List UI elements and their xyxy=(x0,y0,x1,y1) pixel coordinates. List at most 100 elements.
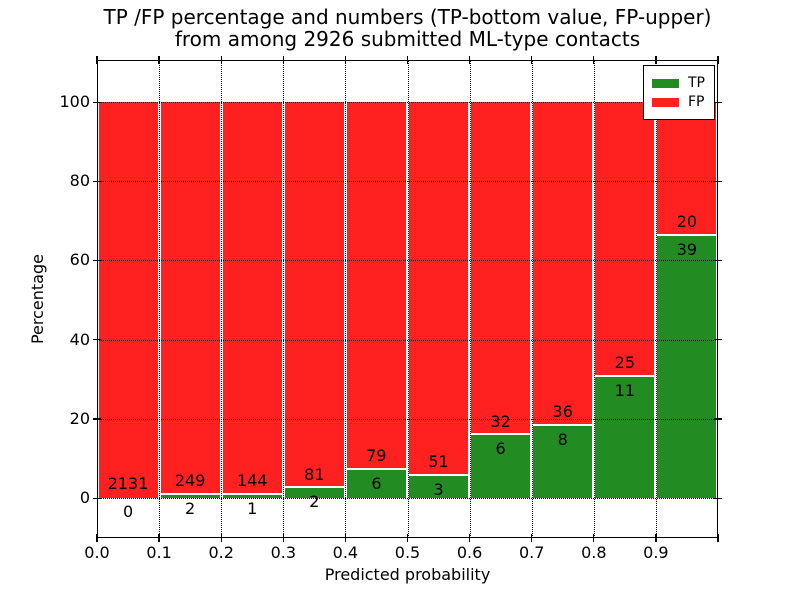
bar-fp-segment xyxy=(657,102,717,237)
y-tick-mark xyxy=(714,101,722,103)
x-tick-mark xyxy=(158,56,160,64)
bar-tp-segment xyxy=(222,495,282,498)
tp-count-label: 1 xyxy=(247,499,258,519)
x-tick-mark xyxy=(96,534,98,542)
gridline-vertical xyxy=(345,60,347,538)
gridline-vertical xyxy=(469,60,471,538)
x-tick-mark xyxy=(344,534,347,542)
fp-count-label: 144 xyxy=(236,471,268,491)
bar-tp-segment xyxy=(657,236,717,498)
x-tick-label: 0.6 xyxy=(456,543,483,562)
gridline-horizontal xyxy=(97,339,718,341)
tp-count-label: 0 xyxy=(122,501,134,521)
y-axis-label: Percentage xyxy=(28,254,47,345)
fp-count-label: 20 xyxy=(676,212,698,232)
y-tick-mark xyxy=(93,180,101,183)
bar-fp-segment xyxy=(409,102,469,476)
x-tick-mark xyxy=(717,56,719,64)
gridline-vertical xyxy=(531,60,533,538)
plot-area: TP FP 2131 0 249 2 144 1 81 2 79 6 51 3 32 6 36 8 25 11 20… xyxy=(93,56,722,542)
fp-count-label: 249 xyxy=(174,470,206,490)
tp-count-label: 11 xyxy=(614,380,636,400)
gridline-horizontal xyxy=(97,181,718,183)
x-tick-label: 0.4 xyxy=(332,543,359,562)
fp-count-label: 2131 xyxy=(107,474,149,494)
y-tick-mark xyxy=(93,339,101,341)
gridline-vertical xyxy=(283,60,285,538)
legend-item-tp: TP xyxy=(652,75,705,91)
bar-tp-segment xyxy=(409,476,469,498)
tp-count-label: 8 xyxy=(557,429,568,449)
chart-title-line2: from among 2926 submitted ML-type contac… xyxy=(174,27,641,51)
y-tick-mark xyxy=(714,497,722,499)
x-tick-mark xyxy=(406,534,409,542)
tp-count-label: 6 xyxy=(495,439,506,459)
x-tick-mark xyxy=(593,56,595,64)
gridline-horizontal xyxy=(97,102,718,103)
gridline-horizontal xyxy=(97,418,718,420)
legend-tp-label: TP xyxy=(688,75,705,91)
y-tick-mark xyxy=(714,418,722,420)
bar-fp-segment xyxy=(222,102,282,496)
x-tick-label: 0.5 xyxy=(394,543,421,562)
fp-count-label: 79 xyxy=(366,446,387,466)
y-tick-label: 60 xyxy=(69,250,90,270)
x-tick-label: 0.1 xyxy=(146,543,172,562)
x-tick-mark xyxy=(344,56,347,64)
bar-tp-segment xyxy=(533,426,593,498)
fp-count-label: 25 xyxy=(614,353,636,373)
fp-swatch-icon xyxy=(652,97,679,107)
bar-tp-segment xyxy=(284,488,344,498)
chart-title-line1: TP /FP percentage and numbers (TP-bottom… xyxy=(103,5,712,29)
bar-fp-segment xyxy=(346,102,406,471)
legend-fp-label: FP xyxy=(688,94,705,110)
x-tick-label: 0.0 xyxy=(84,543,110,562)
gridline-vertical xyxy=(159,60,161,538)
legend: TP FP xyxy=(643,65,715,120)
y-tick-mark xyxy=(714,259,722,262)
x-tick-mark xyxy=(220,534,222,542)
x-tick-mark xyxy=(655,56,657,64)
x-tick-label: 0.7 xyxy=(518,543,545,562)
bar-fp-segment xyxy=(160,102,220,495)
x-tick-mark xyxy=(158,534,160,542)
x-tick-mark xyxy=(531,56,533,64)
bar-tp-segment xyxy=(471,435,531,498)
fp-count-label: 36 xyxy=(552,402,573,422)
x-tick-mark xyxy=(468,56,471,64)
tp-count-label: 6 xyxy=(371,473,382,493)
gridline-vertical xyxy=(655,60,657,538)
bar-fp-segment xyxy=(533,102,593,426)
bar-fp-segment xyxy=(471,102,531,436)
x-tick-label: 0.2 xyxy=(208,543,234,562)
bar-tp-segment xyxy=(346,470,406,498)
fp-count-label: 81 xyxy=(304,464,325,484)
y-tick-label: 80 xyxy=(69,171,90,191)
y-tick-label: 20 xyxy=(69,408,90,428)
y-tick-mark xyxy=(93,418,101,420)
x-tick-mark xyxy=(717,534,719,542)
fp-count-label: 51 xyxy=(428,452,449,472)
gridline-vertical xyxy=(221,60,223,538)
x-tick-mark xyxy=(282,56,284,64)
chart-title: TP /FP percentage and numbers (TP-bottom… xyxy=(97,6,718,50)
x-tick-mark xyxy=(593,534,595,542)
x-tick-label: 0.9 xyxy=(643,543,669,562)
tp-swatch-icon xyxy=(652,78,679,88)
y-tick-mark xyxy=(714,180,722,183)
bar-tp-segment xyxy=(160,494,220,498)
tp-count-label: 39 xyxy=(676,240,698,260)
x-tick-label: 0.8 xyxy=(581,543,607,562)
y-tick-label: 40 xyxy=(69,329,90,349)
gridline-vertical xyxy=(407,60,409,538)
x-tick-mark xyxy=(282,534,284,542)
y-tick-mark xyxy=(93,497,101,499)
gridline-horizontal xyxy=(97,260,718,262)
bar-tp-segment xyxy=(595,377,655,498)
y-tick-label: 100 xyxy=(59,92,90,111)
fp-count-label: 32 xyxy=(490,411,511,431)
bar-fp-segment xyxy=(284,102,344,489)
bar-fp-segment xyxy=(595,102,655,377)
gridline-vertical xyxy=(593,60,595,538)
